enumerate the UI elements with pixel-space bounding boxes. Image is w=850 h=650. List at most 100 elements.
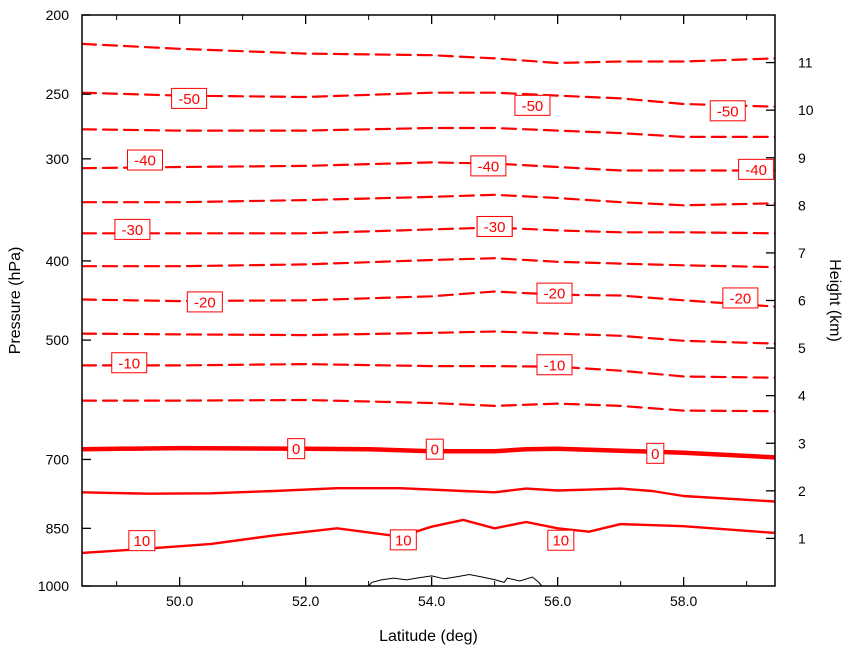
contour-label-16: 0 (646, 442, 665, 464)
contour-line-12 (82, 487, 775, 503)
contour-label-text: 10 (552, 533, 569, 550)
contour-label-text: 10 (395, 532, 412, 549)
x-axis-title: Latitude (deg) (379, 628, 478, 645)
y-tick-label: 300 (46, 151, 70, 167)
y-tick-label: 500 (46, 332, 70, 348)
y-tick-label: 1000 (38, 578, 69, 594)
y-axis-title-right: Height (km) (826, 259, 843, 342)
contour-label-0: -50 (171, 87, 208, 109)
y-tick-label: 400 (46, 253, 70, 269)
contour-label-14: 0 (287, 438, 306, 460)
height-tick-label: 3 (798, 435, 806, 451)
contour-label-box (646, 442, 665, 464)
y-axis-title-left: Pressure (hPa) (7, 247, 24, 355)
contour-label-box (389, 529, 417, 551)
contour-label-box (514, 94, 551, 116)
contour-line-10 (82, 398, 775, 413)
contour-label-3: -40 (127, 149, 163, 171)
y-tick-label: 250 (46, 86, 70, 102)
contour-label-18: 10 (389, 529, 417, 551)
contour-label-text: -40 (134, 153, 156, 170)
terrain-outline (368, 573, 543, 587)
contour-label-text: -20 (730, 290, 752, 307)
contour-label-text: -20 (544, 286, 566, 303)
contour-label-box (722, 287, 759, 309)
contour-line-8 (82, 330, 775, 345)
contour-label-text: -40 (478, 158, 500, 175)
x-tick-label: 52.0 (292, 593, 319, 609)
height-tick-label: 2 (798, 483, 806, 499)
height-tick-label: 8 (798, 197, 806, 213)
contour-label-8: -30 (476, 215, 513, 237)
height-tick-label: 11 (798, 55, 813, 71)
contour-label-5: -40 (738, 158, 775, 180)
contour-label-box (186, 291, 223, 313)
contour-line-9 (82, 363, 775, 379)
contour-label-17: 10 (128, 530, 156, 552)
contour-line-6 (82, 257, 775, 269)
contour-label-text: -50 (178, 91, 200, 108)
height-tick-label: 10 (798, 102, 814, 118)
contour-label-layer: -50-50-50-40-40-40-30-30-30-20-20-20-10-… (111, 87, 775, 552)
contour-label-text: -10 (544, 357, 566, 374)
contour-label-text: -30 (484, 219, 506, 236)
contour-label-text: -30 (122, 222, 144, 239)
contour-label-text: 0 (431, 442, 439, 459)
x-tick-label: 56.0 (544, 593, 571, 609)
height-tick-label: 9 (798, 150, 806, 166)
contour-line-2 (82, 126, 775, 138)
axes-layer: 50.0 52.0 54.0 56.0 58.020025030040050070085… (38, 7, 814, 609)
contour-label-box (128, 530, 156, 552)
contour-label-box (127, 149, 163, 171)
contour-label-text: -20 (194, 294, 216, 311)
contour-line-7 (82, 290, 775, 308)
contour-label-box (547, 529, 575, 551)
contour-label-box (709, 100, 746, 122)
contour-label-1: -50 (514, 94, 551, 116)
contour-line-4 (82, 193, 775, 207)
contour-label-text: 0 (651, 446, 659, 463)
contour-line-3 (82, 161, 775, 172)
contour-label-box (536, 354, 573, 376)
contour-label-box (470, 155, 507, 177)
contour-label-text: 10 (134, 533, 151, 550)
contour-label-text: -50 (717, 103, 739, 120)
contour-label-box (425, 438, 444, 460)
contour-line-1 (82, 91, 775, 108)
contour-label-9: -20 (186, 291, 223, 313)
height-tick-label: 6 (798, 293, 806, 309)
contour-line-11 (82, 445, 775, 460)
height-tick-label: 4 (798, 388, 806, 404)
x-tick-label: 50.0 (166, 593, 193, 609)
contour-label-box (738, 158, 775, 180)
contour-label-box (476, 215, 513, 237)
contour-label-box (536, 282, 573, 304)
y-tick-label: 700 (46, 451, 70, 467)
contour-label-2: -50 (709, 100, 746, 122)
contour-label-box (114, 218, 151, 240)
contour-label-box (111, 352, 148, 374)
terrain-layer (368, 573, 543, 587)
height-tick-label: 7 (798, 245, 806, 261)
contour-label-10: -20 (536, 282, 573, 304)
y-tick-label: 200 (46, 7, 70, 23)
contour-line-13 (82, 518, 775, 555)
x-tick-label: 54.0 (418, 593, 445, 609)
contour-label-4: -40 (470, 155, 507, 177)
x-tick-label: 58.0 (670, 593, 697, 609)
contour-label-text: -40 (745, 162, 767, 179)
contour-label-text: 0 (292, 441, 300, 458)
contour-label-6: -30 (114, 218, 151, 240)
contour-label-box (287, 438, 306, 460)
contour-label-12: -10 (111, 352, 148, 374)
y-tick-label: 850 (46, 520, 70, 536)
contour-label-box (171, 87, 208, 109)
contour-line-0 (82, 42, 775, 65)
contour-label-19: 10 (547, 529, 575, 551)
height-tick-label: 5 (798, 340, 806, 356)
contour-line-5 (82, 226, 775, 235)
contour-layer (82, 42, 775, 555)
contour-label-13: -10 (536, 354, 573, 376)
